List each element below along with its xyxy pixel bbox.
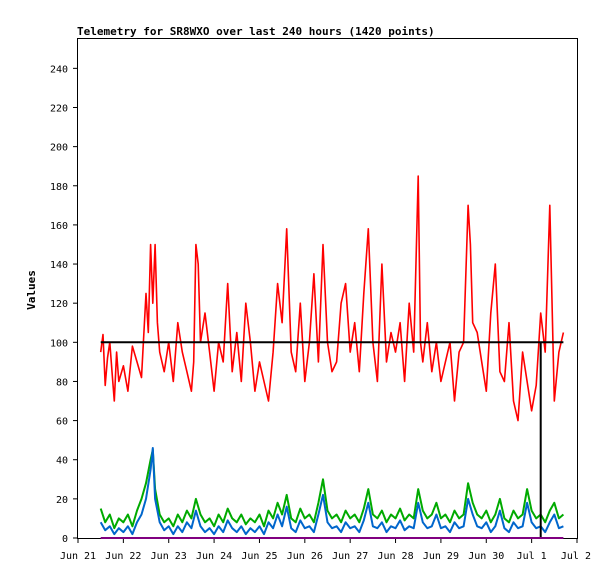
x-axis: Jun 21 Jun 22 Jun 23 Jun 24 Jun 25 Jun 26 Jun … [60, 538, 591, 562]
y-tick-label: 140 [50, 260, 68, 271]
series-line-2 [99, 447, 564, 536]
plot-area [77, 38, 578, 539]
y-tick-label: 180 [50, 182, 68, 193]
series-line-1 [99, 448, 565, 530]
x-tick-label: Jun 24 [196, 551, 232, 562]
y-tick-label: 80 [56, 377, 68, 388]
series-line-0 [99, 175, 565, 422]
y-tick-label: 0 [62, 534, 68, 545]
chart-title: Telemetry for SR8WXO over last 240 hours… [77, 25, 435, 38]
x-tick-label: Jun 30 [468, 551, 504, 562]
y-tick-label: 20 [56, 495, 68, 506]
y-axis: 0 20 40 60 80 100 120 140 160 180 200 220 240 [50, 64, 78, 545]
x-tick-label: Jun 25 [241, 551, 277, 562]
x-tick-label: Jun 21 [60, 551, 96, 562]
x-tick-label: Jun 22 [105, 551, 141, 562]
x-tick-label: Jun 23 [151, 551, 187, 562]
y-tick-label: 200 [50, 143, 68, 154]
y-tick-label: 100 [50, 338, 68, 349]
y-tick-label: 240 [50, 64, 68, 75]
y-tick-label: 40 [56, 456, 68, 467]
y-tick-label: 160 [50, 221, 68, 232]
x-tick-label: Jun 26 [287, 551, 323, 562]
x-tick-label: Jul 2 [561, 551, 591, 562]
x-tick-label: Jul 1 [517, 551, 547, 562]
y-tick-label: 220 [50, 103, 68, 114]
y-tick-label: 120 [50, 299, 68, 310]
x-tick-label: Jun 28 [377, 551, 413, 562]
x-tick-label: Jun 27 [332, 551, 368, 562]
y-axis-label: Values [25, 270, 38, 310]
series-group [99, 175, 565, 539]
x-tick-label: Jun 29 [423, 551, 459, 562]
y-tick-label: 60 [56, 417, 68, 428]
